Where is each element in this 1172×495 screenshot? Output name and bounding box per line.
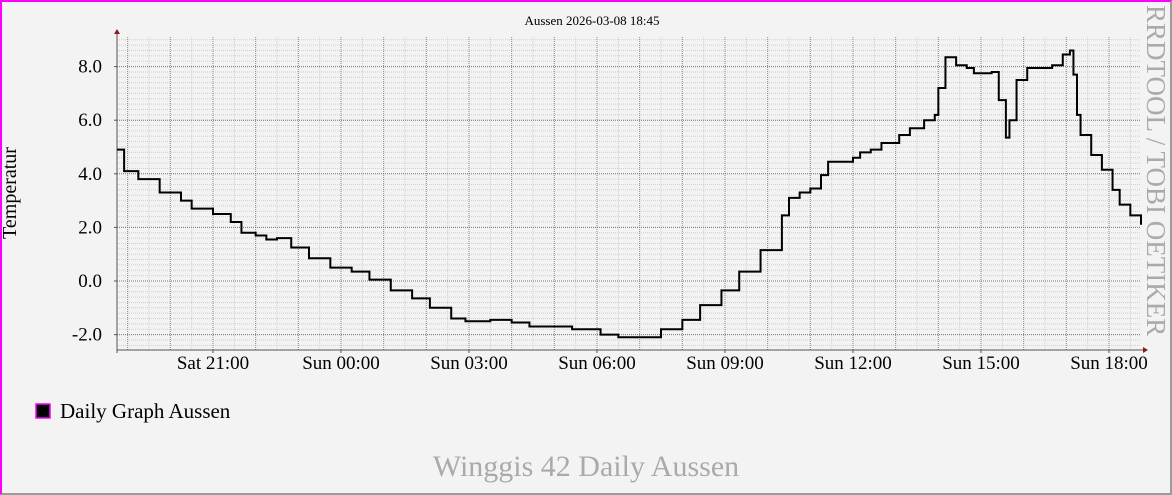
y-tick-label: 4.0: [78, 164, 102, 185]
y-tick-label: 0.0: [78, 271, 102, 292]
chart-title: Aussen 2026-03-08 18:45: [524, 13, 659, 28]
y-tick-label: 8.0: [78, 57, 102, 78]
series-line: [117, 49, 1142, 339]
axes: -2.0 0.0 2.0 4.0 6.0 8.0 Sat 21:00 Sun 00:00 Sun…: [72, 29, 1148, 374]
footer-title: Winggis 42 Daily Aussen: [433, 450, 739, 483]
legend-label: Daily Graph Aussen: [60, 399, 231, 423]
x-axis-arrow: [1143, 347, 1148, 353]
y-axis-label: Temperatur: [0, 147, 21, 239]
x-tick-label: Sun 15:00: [942, 353, 1020, 374]
x-tick-label: Sun 03:00: [430, 353, 508, 374]
x-tick-label: Sun 00:00: [302, 353, 380, 374]
x-tick-label: Sun 12:00: [814, 353, 892, 374]
y-axis-arrow: [114, 29, 120, 34]
x-tick-label: Sun 06:00: [558, 353, 636, 374]
grid: [117, 37, 1141, 350]
x-tick-label: Sat 21:00: [177, 353, 249, 374]
y-tick-label: -2.0: [72, 325, 102, 346]
x-tick-label: Sun 18:00: [1070, 353, 1148, 374]
x-tick-label: Sun 09:00: [686, 353, 764, 374]
series: [117, 49, 1142, 339]
y-tick-label: 2.0: [78, 217, 102, 238]
y-tick-label: 6.0: [78, 110, 102, 131]
legend-swatch: [35, 403, 51, 419]
watermark: RRDTOOL / TOBI OETIKER: [1141, 5, 1171, 336]
